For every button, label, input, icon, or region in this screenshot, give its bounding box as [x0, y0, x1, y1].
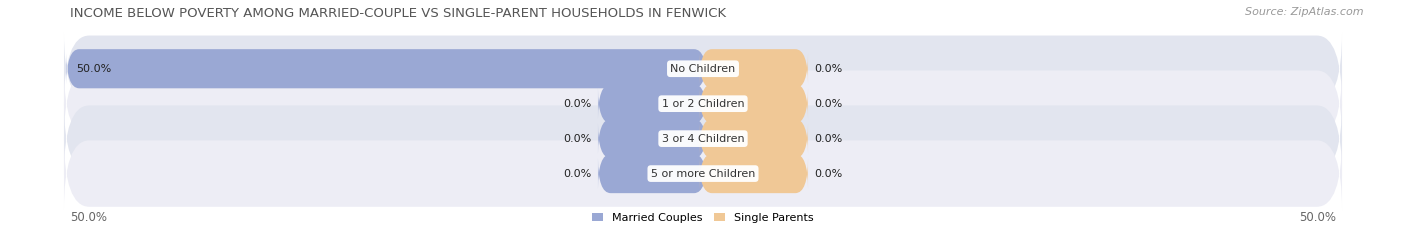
FancyBboxPatch shape: [66, 49, 707, 88]
Text: 50.0%: 50.0%: [70, 211, 107, 224]
Text: 0.0%: 0.0%: [564, 99, 592, 109]
FancyBboxPatch shape: [63, 137, 1343, 210]
FancyBboxPatch shape: [63, 102, 1343, 175]
Text: 0.0%: 0.0%: [814, 134, 842, 144]
FancyBboxPatch shape: [598, 154, 707, 193]
Text: 0.0%: 0.0%: [814, 169, 842, 178]
Text: 0.0%: 0.0%: [814, 99, 842, 109]
Text: 3 or 4 Children: 3 or 4 Children: [662, 134, 744, 144]
FancyBboxPatch shape: [699, 49, 808, 88]
Text: 1 or 2 Children: 1 or 2 Children: [662, 99, 744, 109]
Legend: Married Couples, Single Parents: Married Couples, Single Parents: [588, 209, 818, 227]
FancyBboxPatch shape: [63, 67, 1343, 140]
Text: 0.0%: 0.0%: [814, 64, 842, 74]
FancyBboxPatch shape: [699, 154, 808, 193]
Text: 50.0%: 50.0%: [76, 64, 112, 74]
FancyBboxPatch shape: [598, 84, 707, 123]
FancyBboxPatch shape: [699, 84, 808, 123]
Text: 5 or more Children: 5 or more Children: [651, 169, 755, 178]
Text: 0.0%: 0.0%: [564, 134, 592, 144]
FancyBboxPatch shape: [63, 32, 1343, 105]
Text: No Children: No Children: [671, 64, 735, 74]
Text: 50.0%: 50.0%: [1299, 211, 1336, 224]
FancyBboxPatch shape: [598, 119, 707, 158]
Text: Source: ZipAtlas.com: Source: ZipAtlas.com: [1246, 7, 1364, 17]
Text: INCOME BELOW POVERTY AMONG MARRIED-COUPLE VS SINGLE-PARENT HOUSEHOLDS IN FENWICK: INCOME BELOW POVERTY AMONG MARRIED-COUPL…: [70, 7, 727, 20]
Text: 0.0%: 0.0%: [564, 169, 592, 178]
FancyBboxPatch shape: [699, 119, 808, 158]
